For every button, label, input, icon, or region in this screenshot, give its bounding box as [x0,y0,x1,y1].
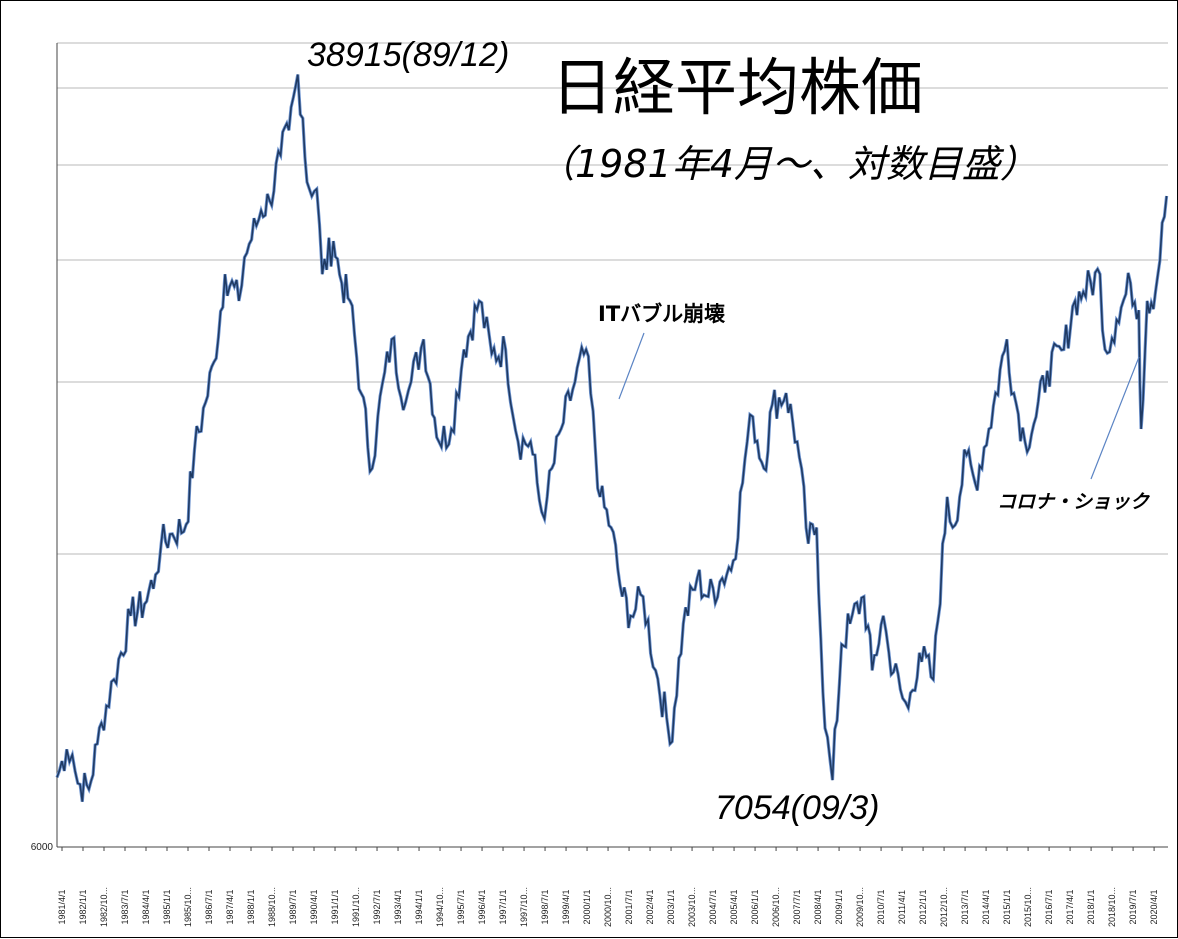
x-tick-label: 2003/1/1 [666,889,676,924]
it-bubble-annotation: ITバブル崩壊 [598,302,725,326]
x-tick-label: 1982/1/1 [78,889,88,924]
x-tick-label: 1992/7/1 [372,889,382,924]
x-tick-label: 1988/10... [267,887,277,927]
x-tick-label: 2004/7/1 [708,889,718,924]
x-axis: 1981/4/1 1982/1/1 1982/10... 1983/7/1 1984/4… [57,847,1159,927]
x-tick-label: 2020/4/1 [1149,889,1159,924]
x-tick-label: 2011/4/1 [897,890,907,924]
series-line [56,74,1168,802]
x-tick-label: 1997/1/1 [498,889,508,924]
x-tick-label: 2014/4/1 [981,889,991,924]
x-tick-label: 2015/10... [1023,887,1033,927]
x-tick-label: 2007/7/1 [792,889,802,924]
x-tick-label: 1988/1/1 [246,889,256,924]
x-tick-label: 2009/1/1 [834,889,844,924]
x-tick-label: 2017/4/1 [1065,889,1075,924]
x-tick-label: 1999/4/1 [561,889,571,924]
x-tick-label: 1994/10... [435,887,445,927]
x-tick-label: 2006/10... [771,887,781,927]
series-line-layer [55,74,1169,802]
x-tick-label: 1993/4/1 [393,889,403,924]
x-tick-label: 1995/7/1 [456,889,466,924]
x-tick-label: 2003/10... [687,887,697,927]
x-tick-label: 1985/1/1 [162,889,172,924]
x-tick-label: 2012/10... [939,887,949,927]
chart-subtitle: （1981年4月～、対数目盛） [537,142,1038,186]
x-tick-label: 2006/1/1 [750,889,760,924]
x-tick-label: 2005/4/1 [729,889,739,924]
grid-lines [56,42,1168,848]
chart-title: 日経平均株価 [551,51,923,124]
it-bubble-pointer [618,332,645,400]
x-tick-label: 1998/7/1 [540,889,550,924]
x-tick-label: 1985/10... [183,887,193,927]
x-tick-label: 1991/1/1 [330,889,340,924]
x-tick-label: 2018/10... [1107,887,1117,927]
x-tick-label: 2000/10... [603,887,613,927]
peak-annotation: 38915(89/12) [307,36,509,74]
x-tick-label: 2015/1/1 [1002,889,1012,924]
y-tick-label: 6000 [31,842,54,853]
x-tick-label: 1994/1/1 [414,889,424,924]
x-tick-label: 2000/1/1 [582,889,592,924]
x-tick-label: 1981/4/1 [57,889,67,924]
x-tick-label: 1983/7/1 [120,889,130,924]
x-tick-label: 1989/7/1 [288,889,298,924]
corona-annotation: コロナ・ショック [997,491,1151,513]
trough-annotation: 7054(09/3) [715,789,879,827]
y-axis: 6000 [31,842,54,853]
x-tick-label: 2016/7/1 [1044,889,1054,924]
x-tick-label: 1997/10... [519,887,529,927]
x-tick-label: 2019/7/1 [1128,889,1138,924]
x-tick-label: 2018/1/1 [1086,889,1096,924]
x-tick-label: 1987/4/1 [225,889,235,924]
x-tick-label: 1982/10... [99,887,109,927]
x-tick-label: 2008/4/1 [813,889,823,924]
x-tick-label: 2012/1/1 [918,889,928,924]
x-tick-label: 2009/10... [855,887,865,927]
x-tick-label: 1990/4/1 [309,889,319,924]
x-tick-label: 2001/7/1 [624,889,634,924]
x-tick-label: 2013/7/1 [960,889,970,924]
corona-pointer [1090,356,1140,480]
x-tick-label: 1986/7/1 [204,889,214,924]
x-tick-label: 1984/4/1 [141,889,151,924]
x-tick-label: 1991/10... [351,887,361,927]
x-tick-label: 2002/4/1 [645,889,655,924]
x-tick-label: 1996/4/1 [477,889,487,924]
x-tick-label: 2010/7/1 [876,889,886,924]
